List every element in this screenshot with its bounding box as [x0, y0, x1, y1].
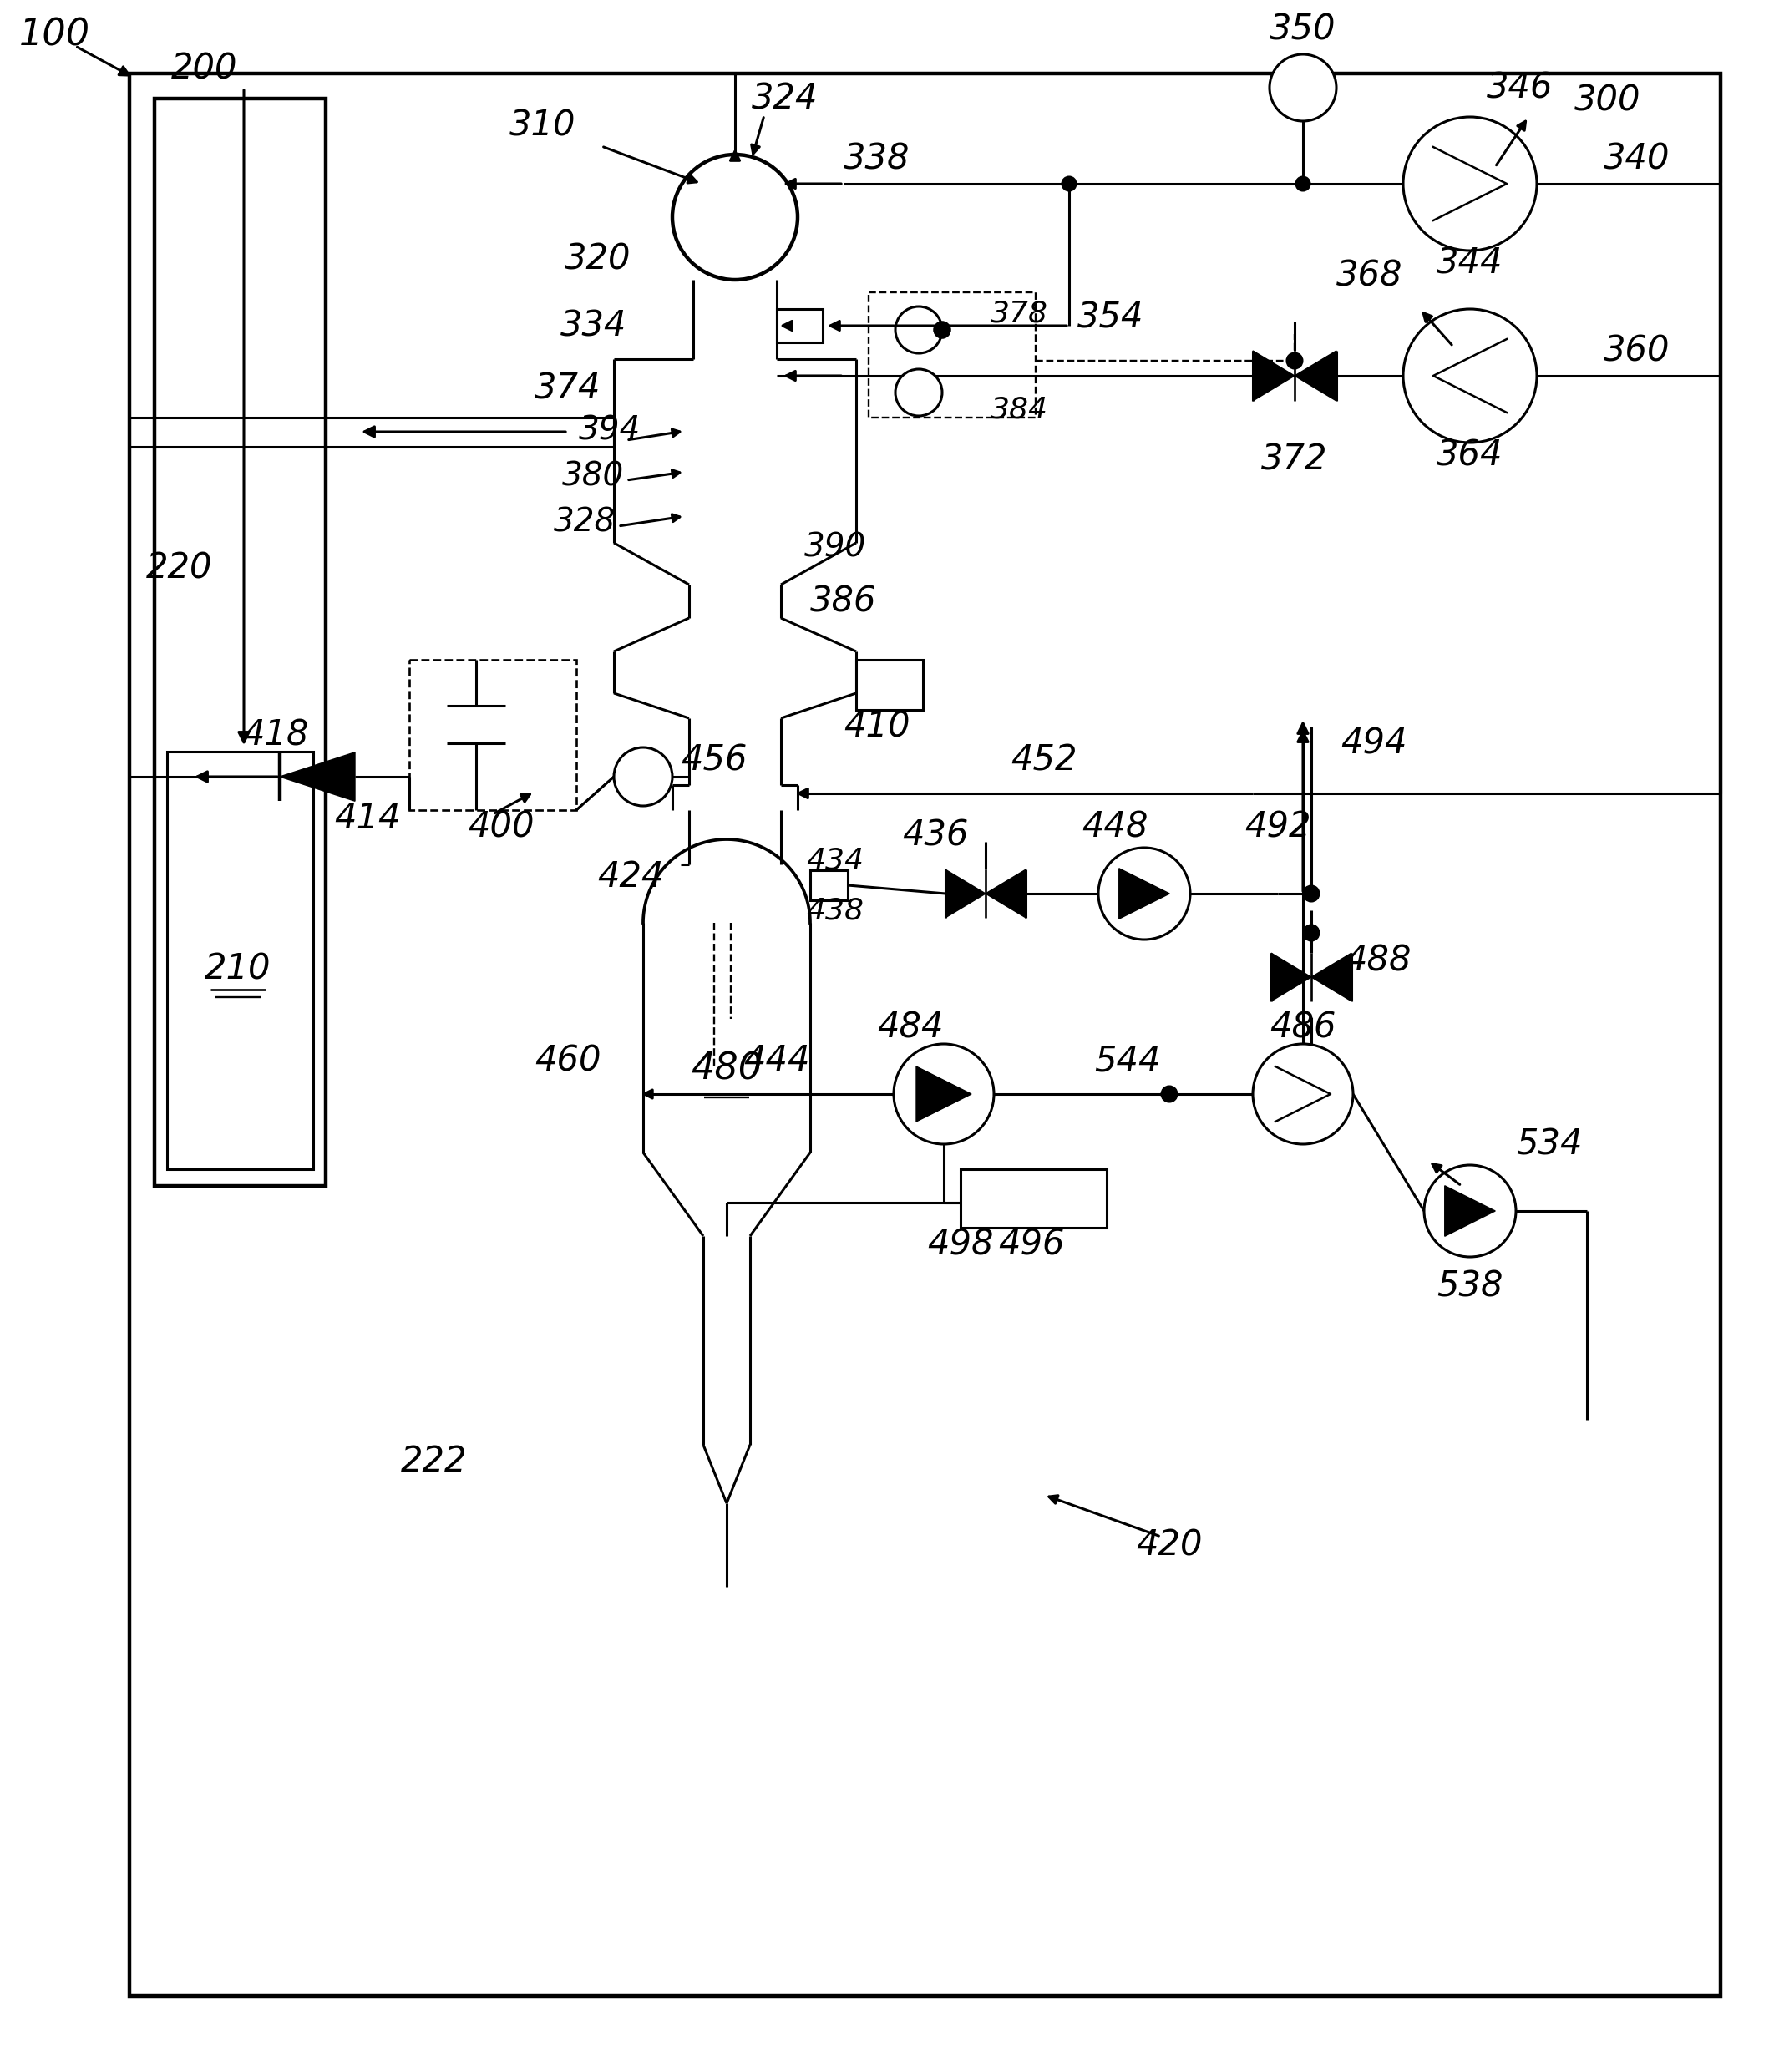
- Circle shape: [1304, 887, 1320, 901]
- Circle shape: [672, 155, 798, 280]
- Text: 374: 374: [534, 371, 601, 406]
- Circle shape: [1252, 1044, 1353, 1144]
- Text: 394: 394: [578, 414, 640, 445]
- Bar: [810, 870, 847, 901]
- Text: 444: 444: [743, 1042, 810, 1077]
- Circle shape: [934, 323, 950, 338]
- Text: 380: 380: [563, 460, 624, 491]
- Bar: [154, 99, 325, 1185]
- Text: 480: 480: [692, 1051, 762, 1088]
- Text: 334: 334: [561, 309, 626, 344]
- Circle shape: [895, 307, 943, 352]
- Text: 200: 200: [172, 52, 237, 87]
- Text: 372: 372: [1261, 441, 1329, 477]
- Circle shape: [1099, 847, 1191, 939]
- Bar: [409, 659, 577, 810]
- Text: 460: 460: [534, 1042, 601, 1077]
- Text: 420: 420: [1136, 1527, 1203, 1562]
- Text: 486: 486: [1270, 1009, 1336, 1044]
- Text: 210: 210: [205, 951, 271, 986]
- Circle shape: [893, 1044, 994, 1144]
- Text: 300: 300: [1574, 83, 1642, 118]
- Text: 390: 390: [805, 530, 867, 564]
- Text: 410: 410: [844, 709, 911, 744]
- Text: 434: 434: [807, 845, 863, 874]
- Text: 452: 452: [1010, 742, 1077, 777]
- Polygon shape: [1252, 350, 1295, 400]
- Text: 438: 438: [807, 895, 863, 924]
- Text: 436: 436: [902, 818, 969, 854]
- Circle shape: [1403, 116, 1537, 251]
- Text: 496: 496: [998, 1227, 1065, 1262]
- Text: 384: 384: [991, 396, 1047, 423]
- Circle shape: [1063, 176, 1076, 191]
- Polygon shape: [1120, 868, 1169, 918]
- Bar: [869, 292, 1035, 419]
- Circle shape: [934, 323, 950, 338]
- Text: 320: 320: [564, 240, 630, 276]
- Text: 364: 364: [1436, 437, 1504, 472]
- Text: 354: 354: [1077, 300, 1145, 336]
- Bar: [777, 309, 823, 342]
- Text: 338: 338: [844, 141, 911, 176]
- Bar: [961, 1169, 1107, 1229]
- Polygon shape: [945, 870, 985, 918]
- Text: 498: 498: [927, 1227, 994, 1262]
- Polygon shape: [1272, 953, 1311, 1001]
- Text: 310: 310: [509, 108, 577, 143]
- Polygon shape: [644, 839, 810, 922]
- Text: 328: 328: [554, 506, 616, 539]
- Text: 386: 386: [810, 584, 877, 620]
- Text: 534: 534: [1516, 1127, 1583, 1162]
- Polygon shape: [985, 870, 1026, 918]
- Text: 340: 340: [1604, 141, 1670, 176]
- Text: 488: 488: [1344, 943, 1412, 978]
- Text: 360: 360: [1604, 334, 1670, 369]
- Circle shape: [1304, 926, 1320, 941]
- Text: 538: 538: [1436, 1268, 1504, 1303]
- Text: 418: 418: [242, 717, 310, 752]
- Polygon shape: [280, 752, 356, 802]
- Text: 400: 400: [469, 810, 534, 843]
- Bar: [856, 659, 923, 711]
- Text: 448: 448: [1083, 810, 1148, 843]
- Polygon shape: [1311, 953, 1352, 1001]
- Circle shape: [1270, 54, 1336, 120]
- Text: 344: 344: [1436, 247, 1504, 280]
- Text: 414: 414: [334, 802, 402, 835]
- Text: 492: 492: [1245, 810, 1311, 843]
- Polygon shape: [1445, 1185, 1495, 1237]
- Text: 350: 350: [1270, 12, 1336, 48]
- Circle shape: [895, 369, 943, 416]
- Text: 220: 220: [147, 551, 212, 586]
- Text: 484: 484: [877, 1009, 943, 1044]
- Text: 222: 222: [402, 1444, 467, 1479]
- Text: 100: 100: [19, 17, 90, 54]
- Text: 494: 494: [1341, 725, 1406, 760]
- Text: 544: 544: [1095, 1042, 1160, 1077]
- Text: 346: 346: [1488, 70, 1553, 106]
- Text: 324: 324: [752, 81, 819, 116]
- Text: 456: 456: [681, 742, 747, 777]
- Circle shape: [1297, 176, 1309, 191]
- Polygon shape: [1295, 350, 1336, 400]
- Circle shape: [1403, 309, 1537, 443]
- Circle shape: [1288, 352, 1302, 369]
- Text: 368: 368: [1337, 259, 1403, 292]
- Polygon shape: [916, 1067, 971, 1121]
- Bar: [129, 73, 1721, 1995]
- Text: 424: 424: [598, 860, 663, 895]
- Text: 378: 378: [991, 298, 1047, 327]
- Circle shape: [1424, 1164, 1516, 1258]
- Circle shape: [1162, 1086, 1176, 1102]
- Circle shape: [614, 748, 672, 806]
- Bar: [166, 752, 313, 1169]
